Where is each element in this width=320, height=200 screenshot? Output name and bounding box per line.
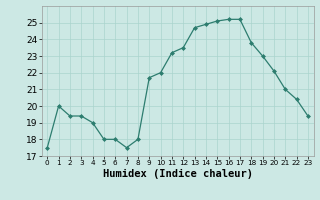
X-axis label: Humidex (Indice chaleur): Humidex (Indice chaleur): [103, 169, 252, 179]
